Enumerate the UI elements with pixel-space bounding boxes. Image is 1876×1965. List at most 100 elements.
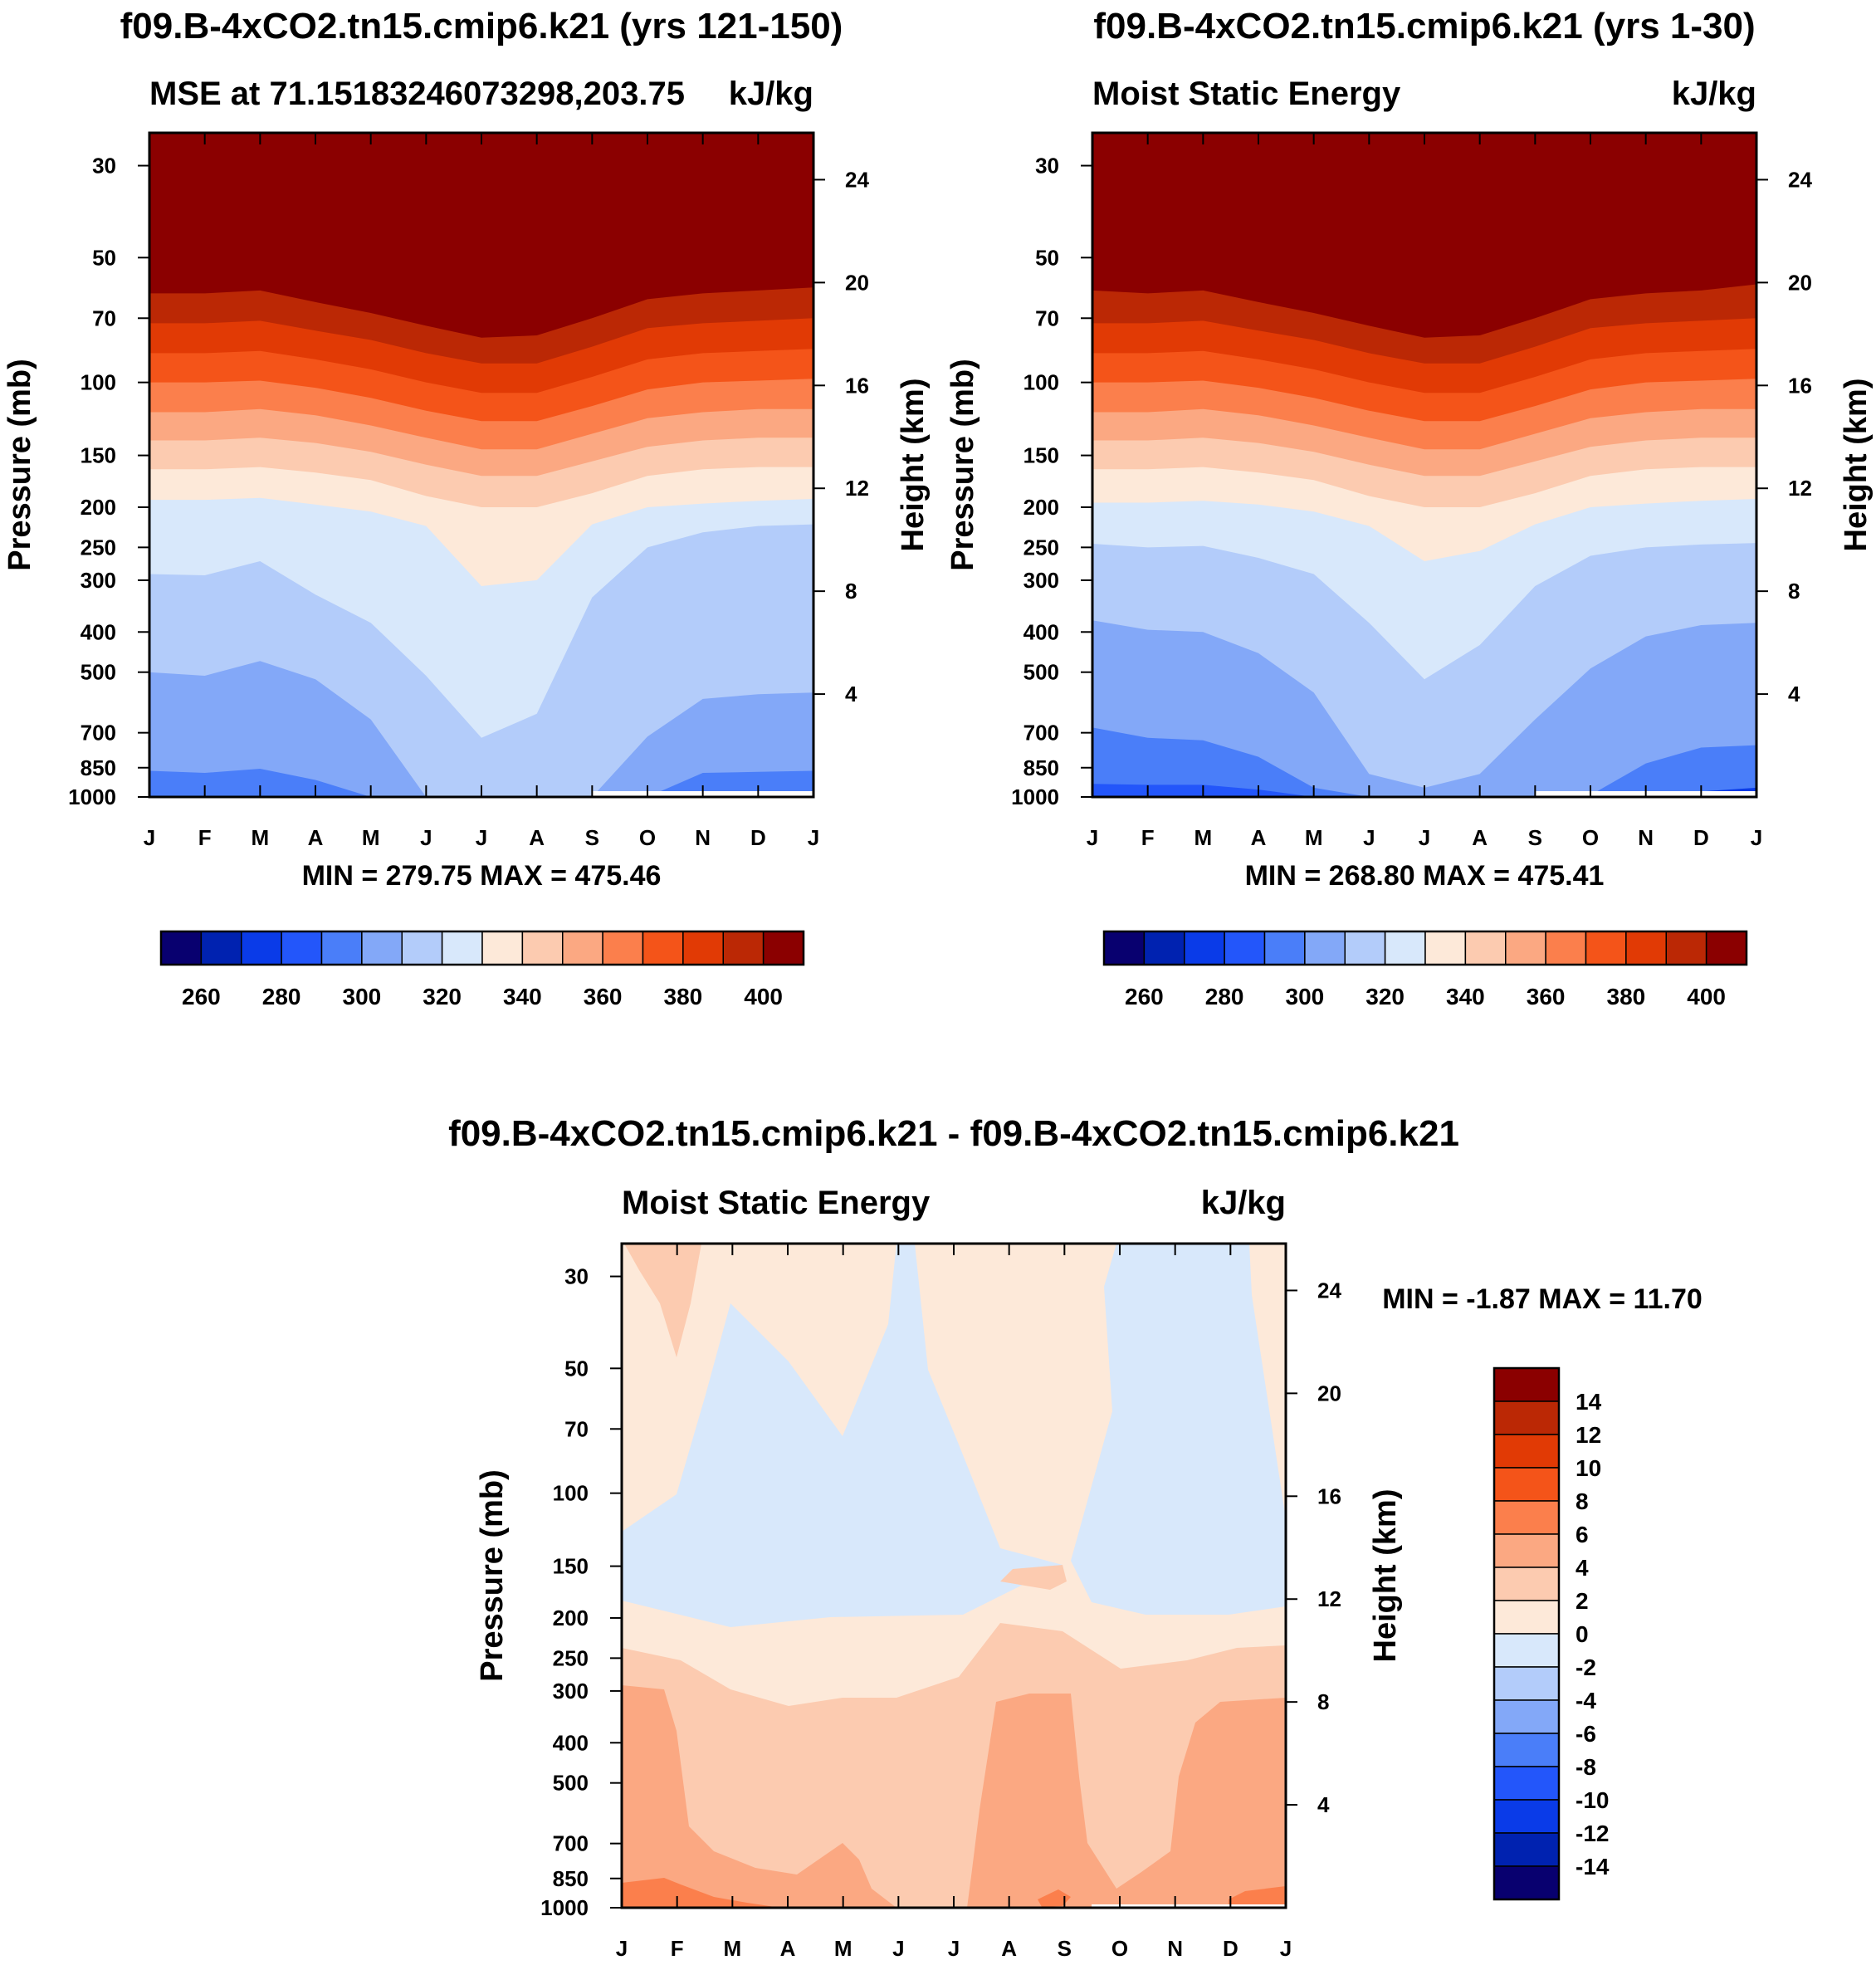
y-tick-label-height: 12 [1317,1586,1341,1611]
colorbar-swatch [562,931,603,965]
x-tick-label: F [1141,825,1155,850]
colorbar-label: -4 [1576,1688,1596,1713]
colorbar-swatch [521,931,564,965]
panel-right-ylabel-right: Height (km) [1839,379,1874,552]
y-tick-label-pressure: 700 [81,721,116,745]
y-tick-label-pressure: 150 [553,1554,589,1579]
diff-region-neg-east [1071,1244,1286,1615]
panel-right-colorbar: 260 280 300 320 340 360 380 400 [1102,930,1748,1009]
panel-diff: f09.B-4xCO2.tn15.cmip6.k21 - f09.B-4xCO2… [448,1113,1703,1961]
colorbar-label: 12 [1576,1422,1601,1448]
panel-left-minmax: MIN = 279.75 MAX = 475.46 [302,860,662,892]
diff-region-pos-upper-left [624,1244,701,1357]
y-tick-label-height: 24 [1317,1278,1341,1303]
x-tick-label: A [1001,1936,1017,1961]
panel-right-subtitle-right: kJ/kg [1672,76,1756,112]
y-tick-label-pressure: 1000 [68,785,116,809]
x-tick-label: J [1751,825,1762,850]
x-tick-label: S [1528,825,1542,850]
colorbar-swatch [1493,1666,1560,1701]
y-tick-label-pressure: 850 [81,755,116,780]
colorbar-label: -2 [1576,1655,1596,1680]
colorbar-label: -12 [1576,1821,1609,1846]
colorbar-label: 260 [182,984,221,1009]
colorbar-label: 6 [1576,1522,1589,1547]
colorbar-swatch [1493,1600,1560,1635]
x-tick-label: M [834,1936,853,1961]
panel-right-axes: J F M A M J J A S O N D J 30 50 70 100 150 200 250 300 400 500… [1011,133,1812,850]
y-tick-label-pressure: 30 [564,1264,589,1289]
panel-right: f09.B-4xCO2.tn15.cmip6.k21 (yrs 1-30) Mo… [945,6,1874,1009]
x-tick-label: J [948,1936,960,1961]
x-tick-label: F [671,1936,684,1961]
colorbar-label: 380 [1607,984,1646,1009]
diff-region-pos-lower [622,1623,1286,1908]
x-tick-label: J [1280,1936,1292,1961]
panel-left-colorbar: 260 280 300 320 340 360 380 400 [159,930,805,1009]
y-tick-label-pressure: 500 [81,660,116,685]
x-tick-label: M [251,825,269,850]
y-tick-label-pressure: 100 [1023,370,1059,395]
x-tick-label: J [892,1936,904,1961]
y-tick-label-pressure: 400 [553,1730,589,1755]
x-tick-label: M [1194,825,1212,850]
y-tick-label-pressure: 150 [1023,443,1059,468]
y-tick-label-height: 20 [1788,270,1812,295]
colorbar-label: -6 [1576,1721,1596,1747]
panel-diff-ylabel-right: Height (km) [1368,1489,1403,1663]
contour-band-310 [1092,620,1756,797]
diff-region-4to6-mid [967,1694,1286,1908]
contour-band-310 [149,661,813,797]
colorbar-label: -10 [1576,1787,1609,1813]
y-tick-label-pressure: 200 [1023,495,1059,520]
colorbar-swatch [1263,931,1306,965]
x-tick-label: J [1087,825,1098,850]
y-tick-label-pressure: 300 [1023,568,1059,593]
y-tick-label-height: 20 [845,270,869,295]
panel-left-axes: J F M A M J J A S O N D J 30 50 70 100 150 200 250 300 400 500… [68,133,869,850]
colorbar-swatch [682,931,724,965]
colorbar-swatch [1103,931,1146,965]
x-tick-label: D [1223,1936,1238,1961]
colorbar-swatch [200,931,242,965]
colorbar-swatch [241,931,282,965]
colorbar-swatch [481,931,524,965]
y-tick-label-pressure: 70 [1035,306,1059,330]
x-tick-label: J [144,825,155,850]
panel-diff-colorbar: 14 12 10 8 6 4 2 0 -2 -4 -6 -8 -10 -12 -14 [1492,1366,1610,1901]
panel-diff-axes: J F M A M J J A S O N D J 30 50 70 100 150 200 250 300 400 500… [540,1244,1341,1961]
y-tick-label-pressure: 30 [92,154,116,178]
colorbar-swatch [1493,1832,1560,1867]
colorbar-swatch [160,931,203,965]
colorbar-swatch [1184,931,1225,965]
x-tick-label: J [476,825,487,850]
panel-diff-title: f09.B-4xCO2.tn15.cmip6.k21 - f09.B-4xCO2… [448,1113,1459,1154]
x-tick-label: A [1251,825,1267,850]
y-tick-label-pressure: 500 [553,1771,589,1796]
y-tick-label-pressure: 1000 [1011,785,1059,809]
colorbar-swatch [1493,1733,1560,1767]
panel-right-minmax: MIN = 268.80 MAX = 475.41 [1245,860,1605,892]
colorbar-label: 400 [1687,984,1726,1009]
colorbar-swatch [401,931,443,965]
y-tick-label-pressure: 400 [1023,619,1059,644]
y-tick-label-pressure: 700 [553,1831,589,1856]
colorbar-swatch [1493,1533,1560,1568]
diff-region-6to8-spot [1038,1889,1071,1907]
colorbar-swatch [1424,931,1467,965]
panel-right-ylabel: Pressure (mb) [945,359,980,571]
colorbar-swatch [1344,931,1386,965]
colorbar-swatch [1705,931,1747,965]
y-tick-label-height: 12 [845,476,869,501]
y-tick-label-pressure: 300 [81,568,116,593]
colorbar-swatch [361,931,403,965]
y-tick-label-pressure: 100 [81,370,116,395]
colorbar-frame [159,930,805,966]
panel-left-ylabel: Pressure (mb) [2,359,37,571]
y-tick-label-pressure: 70 [92,306,116,330]
colorbar-swatch [1493,1434,1560,1469]
panel-left-title: f09.B-4xCO2.tn15.cmip6.k21 (yrs 121-150) [120,6,843,46]
x-tick-label: J [1363,825,1375,850]
colorbar-swatch [1665,931,1707,965]
colorbar-label: 360 [584,984,623,1009]
